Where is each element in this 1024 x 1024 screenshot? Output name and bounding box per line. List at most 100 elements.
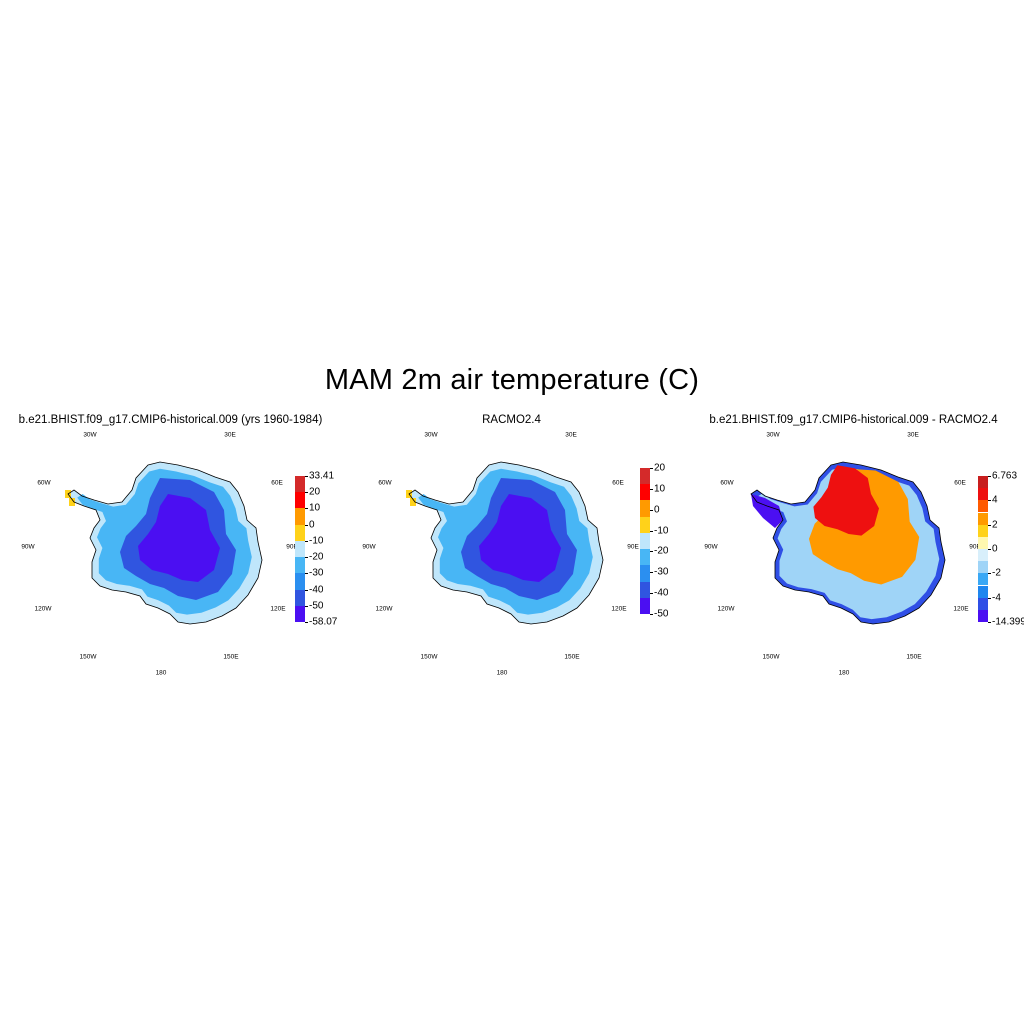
longitude-label: 180 [155, 669, 167, 677]
colorbar-segment [295, 605, 305, 622]
colorbar-tick [305, 589, 308, 591]
map-panel-2: RACMO2.4 30W 30E 60W 60E 90W 90E 120W 120E 150W 15… [341, 410, 682, 685]
warm-spot [410, 498, 416, 506]
antarctica-map [65, 461, 263, 625]
longitude-label: 150W [762, 653, 780, 661]
colorbar-tick [305, 524, 308, 526]
colorbar-segment [295, 573, 305, 590]
colorbar-segment [640, 484, 650, 501]
longitude-label: 120W [717, 605, 735, 613]
colorbar-segment [978, 597, 988, 610]
colorbar-segment [640, 549, 650, 566]
colorbar-tick [305, 492, 308, 494]
longitude-label: 90E [627, 543, 639, 551]
colorbar-tick [305, 557, 308, 559]
colorbar-label: -10 [309, 535, 324, 547]
panel-title: b.e21.BHIST.f09_g17.CMIP6-historical.009… [18, 414, 323, 426]
longitude-label: 60E [612, 479, 624, 487]
longitude-label: 30E [907, 431, 919, 439]
colorbar-tick [988, 549, 991, 550]
colorbar-segment [640, 532, 650, 550]
colorbar-segment [978, 573, 988, 586]
strong-warm-bias [813, 465, 879, 536]
antarctica-map [750, 461, 946, 625]
colorbar-segment [640, 500, 650, 517]
figure-title: MAM 2m air temperature (C) [324, 364, 700, 396]
colorbar-segment [978, 536, 988, 549]
colorbar-segment [978, 585, 988, 598]
colorbar-tick [305, 540, 308, 542]
colorbar-label: 6.763 [992, 470, 1018, 482]
colorbar-label: 0 [309, 519, 315, 531]
colorbar-label: -58.07 [309, 616, 338, 628]
colorbar-tick [988, 500, 991, 502]
colorbar-tick [650, 509, 653, 511]
colorbar-segment [978, 524, 988, 537]
colorbar-tick [988, 573, 991, 575]
warm-spot [69, 498, 75, 506]
colorbar-tick [988, 597, 991, 599]
colorbar-segment [978, 561, 988, 574]
colorbar-label: -4 [992, 592, 1001, 604]
longitude-label: 60W [720, 479, 734, 487]
map-panel-3: b.e21.BHIST.f09_g17.CMIP6-historical.009… [683, 410, 1024, 685]
longitude-label: 90W [704, 543, 718, 551]
colorbar-tick [988, 524, 991, 526]
longitude-label: 30E [224, 431, 236, 439]
longitude-label: 150E [906, 653, 922, 661]
panel-title: b.e21.BHIST.f09_g17.CMIP6-historical.009… [709, 414, 998, 426]
colorbar-label: -50 [309, 600, 324, 612]
colorbar-label: -30 [309, 567, 324, 579]
colorbar-segment [978, 500, 988, 513]
coastline [408, 461, 604, 625]
longitude-label: 90E [969, 543, 981, 551]
longitude-label: 120W [34, 605, 52, 613]
longitude-label: 90W [21, 543, 35, 551]
colorbar-label: 20 [654, 462, 666, 474]
longitude-label: 30W [83, 431, 97, 439]
colorbar-tick [988, 622, 991, 623]
colorbar-segment [978, 549, 988, 562]
colorbar-tick [305, 622, 308, 623]
colorbar-tick [650, 614, 653, 615]
longitude-label: 150W [79, 653, 97, 661]
colorbar-label: -30 [654, 566, 669, 578]
colorbar-tick [650, 551, 653, 553]
longitude-label: 30W [766, 431, 780, 439]
longitude-label: 60E [954, 479, 966, 487]
colorbar-segment [295, 476, 305, 493]
antarctica-map [406, 461, 604, 625]
colorbar-label: -40 [309, 584, 324, 596]
colorbar-segment [978, 609, 988, 622]
colorbar-label: -40 [654, 587, 669, 599]
longitude-label: 60W [37, 479, 51, 487]
longitude-label: 60E [271, 479, 283, 487]
colorbar-segment [978, 512, 988, 525]
colorbar-segment [295, 524, 305, 541]
colorbar-segment [295, 492, 305, 509]
colorbar-label: 10 [309, 502, 321, 514]
longitude-label: 120E [270, 605, 286, 613]
colorbar-segment [978, 476, 988, 489]
interior-core [138, 494, 220, 582]
longitude-label: 90W [362, 543, 376, 551]
colorbar-label: 0 [654, 504, 660, 516]
colorbar-label: -10 [654, 525, 669, 537]
longitude-label: 180 [838, 669, 850, 677]
longitude-label: 150W [420, 653, 438, 661]
colorbar-label: 20 [309, 486, 321, 498]
colorbar-label: -2 [992, 567, 1001, 579]
longitude-label: 60W [378, 479, 392, 487]
colorbar-label: 33.41 [309, 470, 335, 482]
colorbar-segment [295, 540, 305, 558]
colorbar-segment [295, 557, 305, 574]
longitude-label: 30E [565, 431, 577, 439]
longitude-label: 30W [424, 431, 438, 439]
colorbar-label: -50 [654, 608, 669, 620]
colorbar-label: 4 [992, 494, 998, 506]
longitude-label: 180 [496, 669, 508, 677]
colorbar-tick [650, 468, 653, 469]
colorbar-label: 0 [992, 543, 998, 555]
longitude-label: 150E [223, 653, 239, 661]
colorbar-tick [305, 508, 308, 510]
